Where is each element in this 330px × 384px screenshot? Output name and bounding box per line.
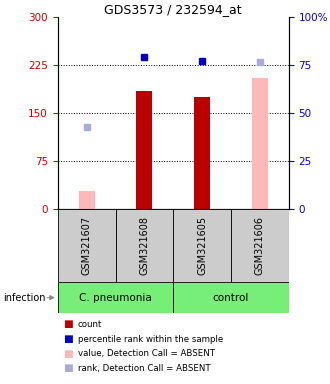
Text: GSM321606: GSM321606 <box>255 216 265 275</box>
Title: GDS3573 / 232594_at: GDS3573 / 232594_at <box>104 3 242 16</box>
Text: C. pneumonia: C. pneumonia <box>79 293 152 303</box>
Text: ■: ■ <box>63 363 73 373</box>
Text: ■: ■ <box>63 334 73 344</box>
Text: value, Detection Call = ABSENT: value, Detection Call = ABSENT <box>78 349 214 358</box>
Bar <box>115 209 173 282</box>
Text: count: count <box>78 320 102 329</box>
Text: GSM321607: GSM321607 <box>82 216 92 275</box>
Bar <box>58 282 173 313</box>
Text: ■: ■ <box>63 319 73 329</box>
Bar <box>173 209 231 282</box>
Text: percentile rank within the sample: percentile rank within the sample <box>78 334 223 344</box>
Bar <box>136 91 152 209</box>
Text: GSM321605: GSM321605 <box>197 216 207 275</box>
Bar <box>252 78 268 209</box>
Bar <box>194 97 210 209</box>
Text: control: control <box>213 293 249 303</box>
Bar <box>231 209 289 282</box>
Bar <box>58 209 115 282</box>
Bar <box>79 191 95 209</box>
Text: ■: ■ <box>63 349 73 359</box>
Bar <box>173 282 289 313</box>
Text: rank, Detection Call = ABSENT: rank, Detection Call = ABSENT <box>78 364 210 373</box>
Text: GSM321608: GSM321608 <box>139 216 149 275</box>
Text: infection: infection <box>3 293 46 303</box>
